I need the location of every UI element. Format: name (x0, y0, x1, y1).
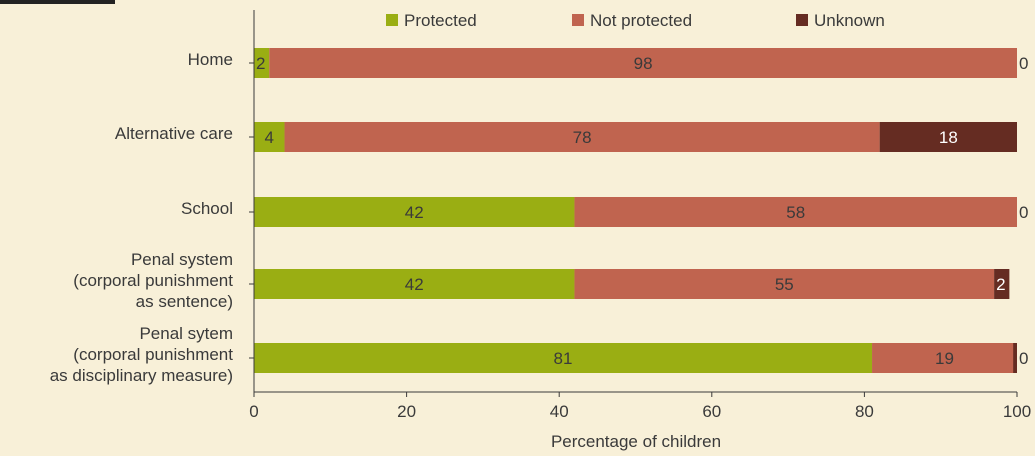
bar-2-protected-value: 42 (405, 203, 424, 222)
bar-2-not-protected-value: 58 (786, 203, 805, 222)
x-tick-label-60: 60 (702, 402, 721, 421)
bar-3-unknown-value: 2 (996, 275, 1005, 294)
category-label-4: Penal sytem (corporal punishment as discip… (50, 324, 234, 385)
x-axis-title: Percentage of children (551, 432, 721, 451)
bar-3-not-protected-value: 55 (775, 275, 794, 294)
bar-3-unknown (994, 269, 1010, 299)
legend-swatch-unknown (796, 14, 808, 26)
bars: 2 98 0 4 78 18 42 58 0 42 55 2 81 19 0 (254, 48, 1028, 373)
category-label-3: Penal system (corporal punishment as sente… (73, 250, 233, 311)
header-fragment-decoration (0, 0, 115, 4)
bar-1-not-protected (284, 122, 880, 152)
bar-0-unknown-value: 0 (1019, 54, 1028, 73)
category-labels: Home Alternative care School Penal system (c… (50, 50, 234, 385)
bar-2-protected (254, 197, 575, 227)
bar-1-unknown (879, 122, 1017, 152)
legend-swatch-protected (386, 14, 398, 26)
legend-label-protected: Protected (404, 11, 477, 30)
bar-2-unknown-value: 0 (1019, 203, 1028, 222)
bar-3-protected-value: 42 (405, 275, 424, 294)
category-label-2: School (181, 199, 233, 218)
bar-0-not-protected (269, 48, 1017, 78)
legend-swatch-not-protected (572, 14, 584, 26)
bar-4-unknown-value: 0 (1019, 349, 1028, 368)
category-label-1: Alternative care (115, 124, 233, 143)
bar-4-not-protected (872, 343, 1017, 373)
bar-4-unknown-sliver (1013, 343, 1017, 373)
bar-1-not-protected-value: 78 (573, 128, 592, 147)
bar-1-protected-value: 4 (265, 128, 274, 147)
legend: Protected Not protected Unknown (386, 11, 885, 30)
bar-0-protected (254, 48, 270, 78)
x-tick-label-80: 80 (855, 402, 874, 421)
bar-4-protected (254, 343, 873, 373)
bar-2-not-protected (574, 197, 1017, 227)
bar-3-not-protected (574, 269, 995, 299)
bar-4-protected-value: 81 (554, 349, 573, 368)
x-tick-label-0: 0 (249, 402, 258, 421)
legend-label-not-protected: Not protected (590, 11, 692, 30)
bar-1-protected (254, 122, 285, 152)
x-tick-label-100: 100 (1003, 402, 1031, 421)
bar-0-not-protected-value: 98 (634, 54, 653, 73)
bar-0-protected-value: 2 (256, 54, 265, 73)
axes: 0 20 40 60 80 100 (249, 10, 1031, 421)
bar-3-protected (254, 269, 575, 299)
legend-label-unknown: Unknown (814, 11, 885, 30)
x-tick-label-40: 40 (550, 402, 569, 421)
bar-4-not-protected-value: 19 (935, 349, 954, 368)
category-label-0: Home (188, 50, 233, 69)
x-tick-label-20: 20 (397, 402, 416, 421)
bar-1-unknown-value: 18 (939, 128, 958, 147)
